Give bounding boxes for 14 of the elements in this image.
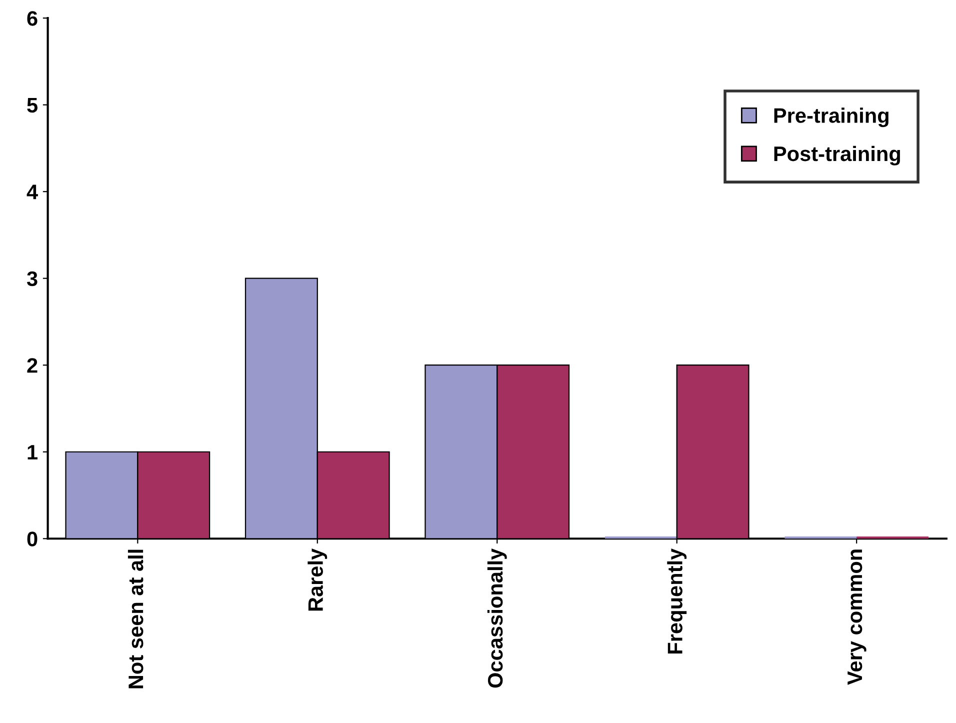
legend-label: Post-training [774, 146, 900, 166]
y-tick-label: 4 [26, 184, 38, 200]
x-tick-label: Rarely [308, 548, 328, 611]
legend-label: Pre-training [774, 108, 888, 128]
x-tick-label: Very common [848, 550, 866, 685]
y-tick-label: 5 [27, 98, 38, 113]
x-tick-label: Not seen at all [128, 550, 144, 688]
y-tick-label: 0 [27, 532, 38, 546]
y-tick-label: 6 [27, 11, 38, 26]
x-tick-label: Occassionally [487, 548, 507, 688]
x-tick-label: Frequently [667, 548, 687, 654]
y-tick-label: 2 [27, 358, 38, 373]
y-tick-label: 1 [28, 445, 38, 460]
y-tick-label: 3 [26, 271, 38, 286]
